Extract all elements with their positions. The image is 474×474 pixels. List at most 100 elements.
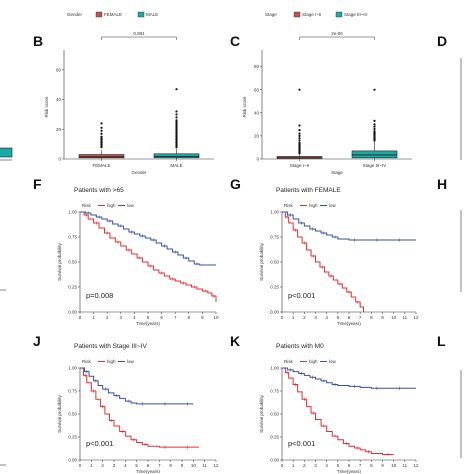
outlier-point xyxy=(373,130,376,133)
legend-key xyxy=(137,11,145,18)
y-tick-label: 0.25 xyxy=(68,285,77,290)
y-tick-label: 0.75 xyxy=(68,389,77,394)
x-tick-label: 7 xyxy=(359,463,362,468)
y-axis-label: Survival probability xyxy=(259,242,264,281)
y-tick-label: 0.75 xyxy=(68,235,77,240)
outlier-point xyxy=(373,88,376,91)
x-tick-label: 12 xyxy=(413,463,419,468)
outlier-point xyxy=(373,127,376,131)
panel-title: Patients with M0 xyxy=(276,343,324,350)
x-tick-label: 6 xyxy=(348,315,351,320)
y-tick-label: 60 xyxy=(254,87,260,92)
significance-label: 2e-06 xyxy=(331,31,343,36)
x-tick-label: 9 xyxy=(381,315,384,320)
y-tick-label: 0.25 xyxy=(68,435,77,440)
x-tick-label: 4 xyxy=(124,463,127,468)
significance-bracket xyxy=(299,36,375,40)
x-tick-label: 12 xyxy=(413,315,419,320)
x-tick-label: 5 xyxy=(337,463,340,468)
x-tick-label: 3 xyxy=(314,463,317,468)
panel-letter-L: L xyxy=(437,333,446,349)
x-tick-label: 2 xyxy=(303,463,306,468)
legend-label: Stage I~II xyxy=(302,12,321,17)
x-tick-label: 12 xyxy=(213,463,219,468)
survival-curve-high xyxy=(80,211,217,302)
legend-title: Risk xyxy=(284,203,293,208)
x-tick-label: 10 xyxy=(213,315,219,320)
y-tick-label: 0.00 xyxy=(68,310,77,315)
p-value-label: p<0.001 xyxy=(288,291,315,300)
legend-label: FEMALE xyxy=(104,12,122,17)
y-tick-label: 60 xyxy=(56,67,62,72)
x-tick-label: 0 xyxy=(281,315,284,320)
legend-label: low xyxy=(329,359,337,364)
y-axis-label: Survival probability xyxy=(259,394,264,433)
x-tick-label: 11 xyxy=(402,315,407,320)
legend-label: high xyxy=(107,359,116,364)
x-tick-label: 2 xyxy=(101,463,104,468)
y-tick-label: 0.00 xyxy=(68,458,77,463)
survival-curve-low xyxy=(80,211,216,266)
y-tick-label: 0.75 xyxy=(270,235,279,240)
legend-label: high xyxy=(107,203,116,208)
x-tick-label: 1 xyxy=(92,315,95,320)
y-tick-label: 20 xyxy=(56,127,62,132)
y-tick-label: 1.00 xyxy=(270,366,279,371)
outlier-point xyxy=(298,132,301,135)
box xyxy=(78,154,125,159)
legend-label: low xyxy=(127,359,135,364)
panel-letter-D: D xyxy=(437,33,447,49)
legend-key xyxy=(293,11,301,18)
x-tick-label: 9 xyxy=(201,315,204,320)
legend-label: high xyxy=(309,359,318,364)
box xyxy=(153,153,200,159)
x-tick-label: 0 xyxy=(79,315,82,320)
outlier-point xyxy=(373,119,376,122)
y-axis-label: Survival probability xyxy=(57,394,62,433)
y-axis-label: Risk score xyxy=(44,96,49,118)
y-tick-label: 0.50 xyxy=(270,412,279,417)
x-tick-label: 8 xyxy=(188,315,191,320)
y-tick-label: 1.00 xyxy=(68,366,77,371)
x-tick-label: 7 xyxy=(158,463,161,468)
outlier-point xyxy=(175,110,178,113)
x-tick-label: 8 xyxy=(370,315,373,320)
survival-curve-low xyxy=(282,211,416,241)
outlier-point xyxy=(298,139,301,142)
outlier-point xyxy=(298,134,301,137)
y-tick-label: 0.50 xyxy=(270,260,279,265)
outlier-point xyxy=(175,119,178,122)
panel-letter-C: C xyxy=(230,33,240,49)
x-tick-label: MALE xyxy=(170,163,182,168)
y-tick-label: 1.00 xyxy=(270,210,279,215)
x-tick-label: 4 xyxy=(325,315,328,320)
x-axis-label: Time(years) xyxy=(136,469,160,474)
panel-letter-K: K xyxy=(230,333,240,349)
x-axis-label: Time(years) xyxy=(337,469,361,474)
legend-label: Stage III~IV xyxy=(344,12,368,17)
x-tick-label: 10 xyxy=(191,463,197,468)
x-tick-label: 2 xyxy=(106,315,109,320)
y-tick-label: 40 xyxy=(254,110,260,115)
x-tick-label: 10 xyxy=(391,315,397,320)
outlier-point xyxy=(373,125,376,128)
legend-title: Risk xyxy=(82,203,91,208)
outlier-point xyxy=(175,88,178,91)
outlier-point xyxy=(298,129,301,132)
y-tick-label: 80 xyxy=(254,64,260,69)
legend-label: low xyxy=(329,203,337,208)
outlier-point xyxy=(298,88,301,91)
cropped-box-left xyxy=(0,147,13,158)
p-value-label: p<0.001 xyxy=(86,439,113,448)
survival-curve-high xyxy=(282,211,365,312)
panel-title: Patients with FEMALE xyxy=(276,187,341,194)
panel-letter-F: F xyxy=(33,176,42,192)
x-tick-label: 0 xyxy=(281,463,284,468)
panel-letter-J: J xyxy=(33,333,41,349)
y-tick-label: 40 xyxy=(56,97,62,102)
survival-curve-high xyxy=(80,367,199,448)
y-tick-label: 0 xyxy=(58,157,61,162)
y-axis-label: Risk score xyxy=(242,96,247,118)
x-tick-label: 3 xyxy=(113,463,116,468)
